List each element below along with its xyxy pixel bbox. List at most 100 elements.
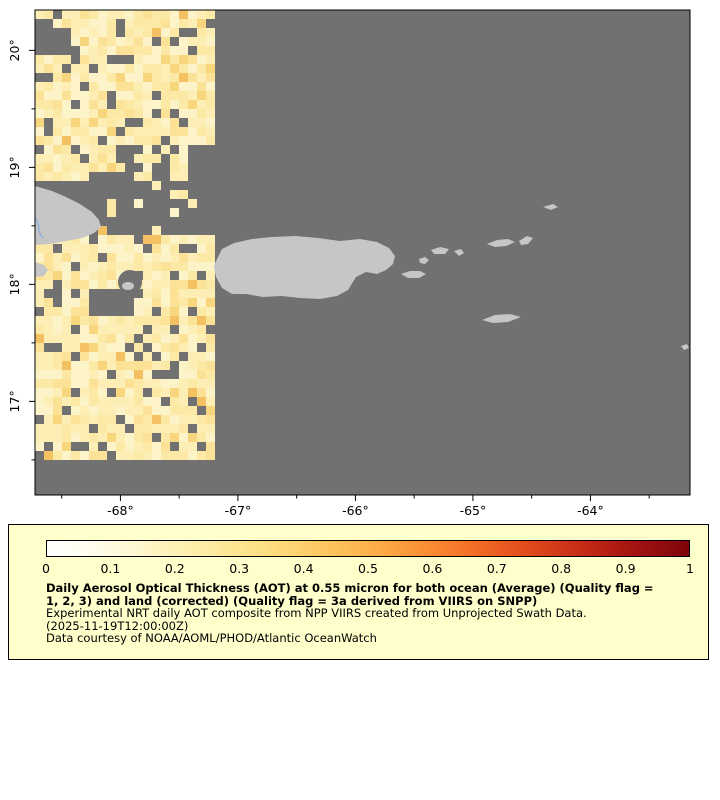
aot-cell — [197, 316, 206, 325]
aot-cell — [80, 424, 89, 433]
aot-cell — [35, 100, 44, 109]
aot-cell — [53, 64, 62, 73]
aot-cell — [179, 370, 188, 379]
aot-cell — [134, 82, 143, 91]
aot-cell — [80, 334, 89, 343]
aot-cell — [179, 19, 188, 28]
aot-cell — [152, 325, 161, 334]
aot-cell — [71, 370, 80, 379]
aot-cell — [89, 100, 98, 109]
aot-cell — [188, 280, 197, 289]
aot-cell — [35, 253, 44, 262]
aot-cell — [116, 334, 125, 343]
aot-cell — [53, 253, 62, 262]
aot-cell — [170, 235, 179, 244]
lon-tick-label: -64° — [577, 503, 604, 518]
aot-cell — [98, 118, 107, 127]
aot-cell — [35, 406, 44, 415]
aot-cell — [188, 127, 197, 136]
aot-cell — [80, 244, 89, 253]
aot-cell — [89, 397, 98, 406]
lat-tick-label: 18° — [7, 273, 22, 295]
aot-cell — [206, 118, 215, 127]
aot-cell — [143, 262, 152, 271]
aot-cell — [152, 46, 161, 55]
aot-cell — [206, 127, 215, 136]
aot-cell — [125, 127, 134, 136]
aot-cell — [179, 190, 188, 199]
aot-cell — [197, 109, 206, 118]
aot-cell — [188, 442, 197, 451]
aot-cell — [188, 334, 197, 343]
aot-cell — [53, 100, 62, 109]
aot-cell — [71, 28, 80, 37]
aot-cell — [152, 343, 161, 352]
aot-cell — [53, 379, 62, 388]
aot-cell — [107, 316, 116, 325]
aot-cell — [188, 361, 197, 370]
aot-cell — [71, 82, 80, 91]
aot-cell — [206, 100, 215, 109]
aot-cell — [152, 118, 161, 127]
aot-cell — [170, 127, 179, 136]
aot-cell — [206, 298, 215, 307]
aot-cell — [116, 442, 125, 451]
aot-cell — [44, 334, 53, 343]
aot-cell — [116, 163, 125, 172]
aot-cell — [188, 343, 197, 352]
aot-cell — [161, 289, 170, 298]
aot-cell — [206, 55, 215, 64]
aot-cell — [62, 109, 71, 118]
aot-cell — [161, 343, 170, 352]
aot-cell — [107, 19, 116, 28]
aot-cell — [179, 271, 188, 280]
aot-cell — [161, 64, 170, 73]
aot-cell — [35, 64, 44, 73]
aot-cell — [98, 28, 107, 37]
aot-cell — [53, 433, 62, 442]
aot-cell — [197, 307, 206, 316]
aot-cell — [107, 46, 116, 55]
aot-cell — [125, 10, 134, 19]
aot-cell — [53, 55, 62, 64]
aot-cell — [116, 37, 125, 46]
aot-cell — [44, 433, 53, 442]
aot-cell — [188, 235, 197, 244]
aot-cell — [206, 271, 215, 280]
aot-cell — [152, 127, 161, 136]
aot-cell — [53, 451, 62, 460]
aot-cell — [206, 37, 215, 46]
aot-cell — [206, 307, 215, 316]
aot-cell — [80, 91, 89, 100]
aot-cell — [197, 352, 206, 361]
aot-cell — [53, 127, 62, 136]
aot-cell — [35, 82, 44, 91]
aot-cell — [98, 352, 107, 361]
aot-cell — [179, 307, 188, 316]
aot-cell — [71, 73, 80, 82]
aot-cell — [80, 361, 89, 370]
aot-cell — [62, 370, 71, 379]
aot-cell — [152, 334, 161, 343]
aot-cell — [98, 19, 107, 28]
aot-cell — [80, 46, 89, 55]
aot-cell — [98, 415, 107, 424]
aot-cell — [170, 19, 179, 28]
aot-cell — [71, 163, 80, 172]
lat-tick-label: 20° — [7, 39, 22, 61]
aot-cell — [35, 172, 44, 181]
aot-cell — [98, 424, 107, 433]
aot-cell — [188, 262, 197, 271]
aot-cell — [152, 73, 161, 82]
aot-cell — [80, 280, 89, 289]
aot-cell — [188, 118, 197, 127]
aot-cell — [179, 424, 188, 433]
aot-cell — [116, 253, 125, 262]
aot-cell — [206, 46, 215, 55]
aot-cell — [89, 271, 98, 280]
colorbar-tick-label: 0.2 — [164, 561, 185, 576]
aot-cell — [125, 19, 134, 28]
aot-cell — [35, 325, 44, 334]
aot-cell — [71, 334, 80, 343]
aot-cell — [89, 145, 98, 154]
